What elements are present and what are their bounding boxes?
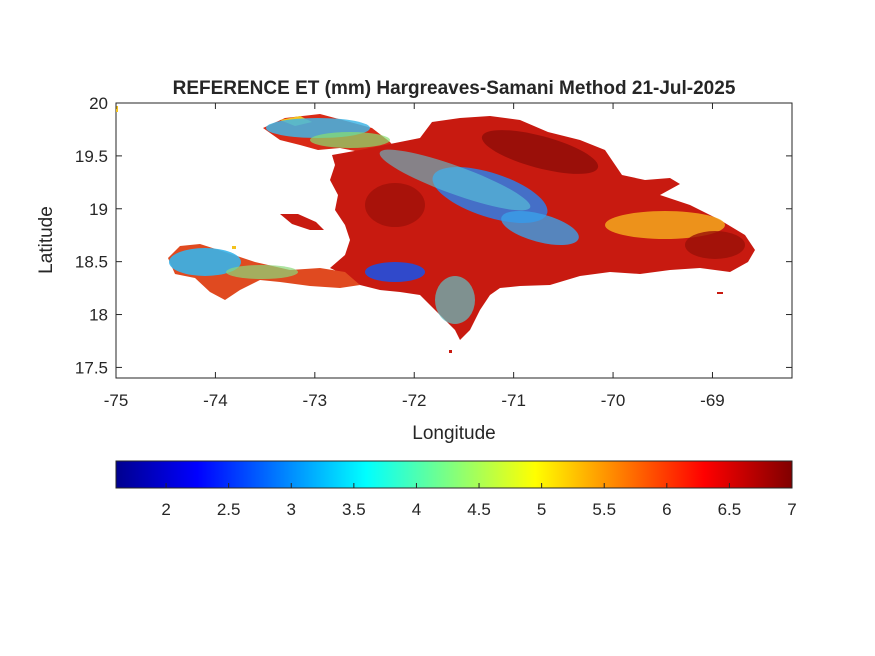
colorbar-tick-label: 7 [787, 500, 796, 519]
x-axis-label: Longitude [412, 423, 495, 444]
heat-map-layer [116, 106, 755, 353]
x-tick-label: -72 [402, 391, 427, 410]
heat-zone-east-hot [685, 231, 745, 259]
x-axis-ticks: -75 -74 -73 -72 -71 -70 -69 [104, 103, 725, 410]
x-tick-label: -71 [501, 391, 526, 410]
y-axis-label: Latitude [36, 206, 57, 274]
landmass-gonave-island [280, 214, 324, 230]
heat-zone-north-hot [481, 130, 599, 174]
colorbar-tick-label: 2 [161, 500, 170, 519]
islet-marker [449, 350, 452, 353]
heat-zone-central-mild [379, 149, 531, 211]
y-tick-label: 19.5 [75, 147, 108, 166]
colorbar-tick-label: 3.5 [342, 500, 366, 519]
y-tick-label: 20 [89, 94, 108, 113]
chart-title: REFERENCE ET (mm) Hargreaves-Samani Meth… [173, 78, 736, 99]
heat-zone-south-mild [435, 276, 475, 324]
colorbar-tick-label: 6.5 [718, 500, 742, 519]
islet-marker [717, 292, 723, 294]
colorbar-tick-label: 6 [662, 500, 671, 519]
heat-zone-southwest-mild [226, 265, 298, 279]
islet-marker [116, 106, 118, 112]
heat-zone-south-coldest [365, 262, 425, 282]
islet-marker [232, 246, 236, 249]
colorbar-tick-label: 2.5 [217, 500, 241, 519]
colorbar-ticks: 2 2.5 3 3.5 4 4.5 5 5.5 6 6.5 7 [161, 483, 797, 519]
heat-zone-cordillera-cool [501, 210, 579, 246]
colorbar-tick-label: 4 [412, 500, 421, 519]
colorbar-tick-label: 3 [287, 500, 296, 519]
y-tick-label: 17.5 [75, 358, 108, 377]
y-axis-ticks: 20 19.5 19 18.5 18 17.5 [75, 94, 792, 377]
x-tick-label: -70 [601, 391, 626, 410]
y-tick-label: 19 [89, 200, 108, 219]
x-tick-label: -75 [104, 391, 129, 410]
heat-zone-southwest-cool [169, 248, 241, 276]
heat-zone-northwest-mild [310, 132, 390, 148]
y-tick-label: 18.5 [75, 253, 108, 272]
x-tick-label: -73 [303, 391, 328, 410]
colorbar-tick-label: 5.5 [592, 500, 616, 519]
y-tick-label: 18 [89, 306, 108, 325]
x-tick-label: -74 [203, 391, 228, 410]
heat-zone-west-hot [365, 183, 425, 227]
colorbar [115, 460, 793, 489]
colorbar-tick-label: 4.5 [467, 500, 491, 519]
heat-zone-east-warm [605, 211, 725, 239]
colorbar-tick-label: 5 [537, 500, 546, 519]
x-tick-label: -69 [700, 391, 725, 410]
